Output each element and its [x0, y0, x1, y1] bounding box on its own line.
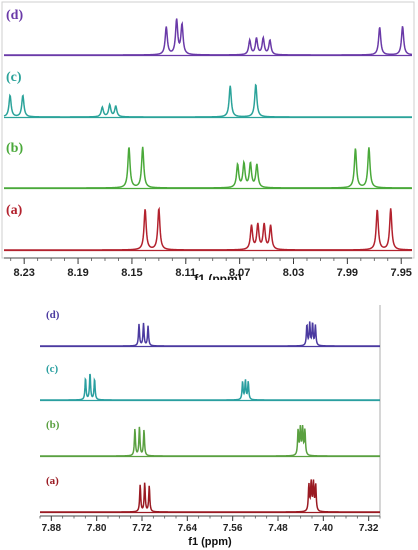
spectrum-line	[40, 373, 380, 401]
series-label: (a)	[46, 475, 59, 487]
nmr-chart-top: (d) (c) (b) (a) 8.23 8.19 8.15 8.11 8.07 8.03 7.99…	[1, 1, 415, 280]
x-tick-label: 7.80	[87, 523, 107, 534]
x-tick-label: 7.88	[42, 523, 62, 534]
spectrum-line	[40, 424, 380, 457]
series-label: (d)	[46, 309, 60, 321]
spectrum-line	[40, 321, 380, 347]
x-tick-label: 7.64	[178, 523, 198, 534]
x-tick-label: 8.23	[13, 267, 34, 279]
spectrum-line	[40, 479, 380, 513]
x-tick-label: 7.32	[359, 523, 379, 534]
x-axis-label: f1 (ppm)	[194, 272, 241, 280]
series-label: (d)	[6, 8, 23, 23]
x-tick-label: 8.19	[67, 267, 88, 279]
x-tick-label: 8.07	[229, 267, 250, 279]
series-label: (c)	[6, 70, 22, 85]
x-tick-label: 7.56	[223, 523, 243, 534]
x-tick-label: 7.72	[132, 523, 152, 534]
x-tick-label: 7.48	[268, 523, 288, 534]
x-axis-label: f1 (ppm)	[188, 536, 232, 548]
series-label: (b)	[46, 419, 60, 431]
series-label: (b)	[6, 141, 23, 156]
x-tick-label: 7.95	[391, 267, 412, 279]
x-tick-label: 8.15	[121, 267, 142, 279]
x-tick-label: 8.03	[283, 267, 304, 279]
series-label: (a)	[6, 203, 23, 218]
x-tick-label: 7.40	[314, 523, 334, 534]
x-tick-label: 7.99	[337, 267, 358, 279]
x-tick-label: 8.11	[175, 267, 196, 279]
series-label: (c)	[46, 363, 59, 375]
